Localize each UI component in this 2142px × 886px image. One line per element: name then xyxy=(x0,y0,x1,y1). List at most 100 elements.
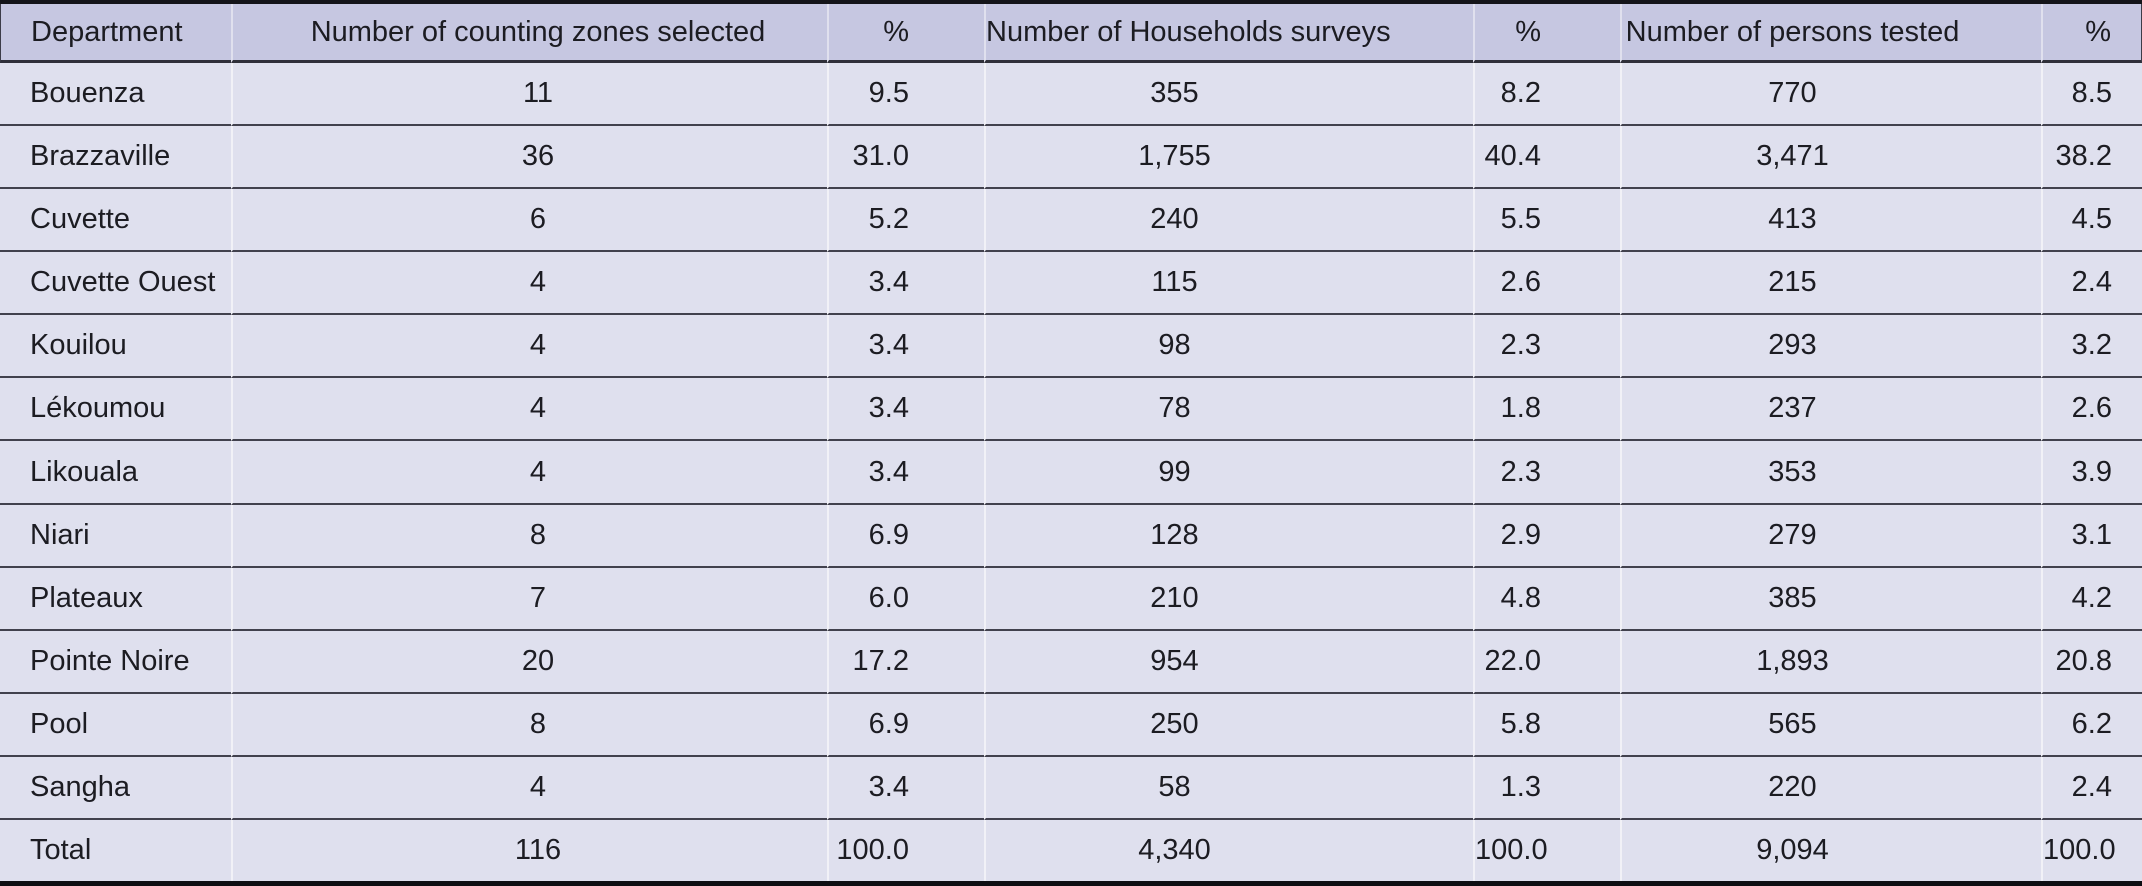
cell-zones: 4 xyxy=(231,252,827,316)
cell-department: Plateaux xyxy=(0,568,231,631)
cell-department: Pool xyxy=(0,694,231,757)
cell-zones: 4 xyxy=(231,378,827,442)
cell-households: 58 xyxy=(984,756,1473,820)
table-row: Cuvette Ouest 4 3.4 115 2.6 215 2.4 xyxy=(0,252,2142,316)
cell-zones-pct: 3.4 xyxy=(827,756,984,820)
cell-zones: 20 xyxy=(231,630,827,694)
cell-households: 954 xyxy=(984,630,1473,694)
cell-persons: 3,471 xyxy=(1620,126,2041,190)
cell-zones: 4 xyxy=(231,441,827,505)
cell-zones: 4 xyxy=(231,315,827,379)
column-header-percent-zones: % xyxy=(827,4,984,63)
cell-households-pct: 40.4 xyxy=(1473,126,1620,190)
cell-households-pct: 2.9 xyxy=(1473,504,1620,568)
cell-households: 240 xyxy=(984,189,1473,253)
cell-department: Bouenza xyxy=(0,63,231,127)
cell-persons: 565 xyxy=(1620,693,2041,757)
cell-department: Kouilou xyxy=(0,315,231,379)
cell-department: Lékoumou xyxy=(0,378,231,442)
cell-persons: 353 xyxy=(1620,441,2041,505)
cell-zones-pct: 6.0 xyxy=(827,567,984,631)
cell-total-zones-pct: 100.0 xyxy=(827,819,984,881)
cell-households: 98 xyxy=(984,315,1473,379)
cell-department: Niari xyxy=(0,505,231,568)
cell-households: 99 xyxy=(984,441,1473,505)
cell-zones-pct: 31.0 xyxy=(827,126,984,190)
cell-households-pct: 1.3 xyxy=(1473,756,1620,820)
cell-department: Pointe Noire xyxy=(0,631,231,694)
table-row: Pointe Noire 20 17.2 954 22.0 1,893 20.8 xyxy=(0,630,2142,694)
cell-total-persons-pct: 100.0 xyxy=(2041,819,2142,881)
cell-zones-pct: 3.4 xyxy=(827,378,984,442)
cell-total-persons: 9,094 xyxy=(1620,819,2041,881)
cell-households-pct: 2.6 xyxy=(1473,252,1620,316)
cell-households-pct: 2.3 xyxy=(1473,441,1620,505)
cell-persons-pct: 6.2 xyxy=(2041,693,2142,757)
cell-persons-pct: 4.5 xyxy=(2041,189,2142,253)
cell-persons-pct: 3.9 xyxy=(2041,441,2142,505)
cell-households-pct: 5.5 xyxy=(1473,189,1620,253)
cell-department: Cuvette xyxy=(0,189,231,253)
cell-total-label: Total xyxy=(30,833,92,866)
cell-households-pct: 2.3 xyxy=(1473,315,1620,379)
cell-households: 355 xyxy=(984,63,1473,127)
cell-households-pct: 4.8 xyxy=(1473,567,1620,631)
column-header-percent-persons: % xyxy=(2041,4,2142,63)
column-header-department: Department xyxy=(0,4,231,63)
cell-households: 115 xyxy=(984,252,1473,316)
column-header-persons-tested: Number of persons tested xyxy=(1620,4,2041,63)
cell-zones: 8 xyxy=(231,504,827,568)
cell-households-pct: 1.8 xyxy=(1473,378,1620,442)
cell-zones-pct: 6.9 xyxy=(827,504,984,568)
cell-persons-pct: 20.8 xyxy=(2041,630,2142,694)
cell-zones-pct: 3.4 xyxy=(827,441,984,505)
cell-households-pct: 5.8 xyxy=(1473,693,1620,757)
cell-persons-pct: 3.1 xyxy=(2041,504,2142,568)
cell-department: Brazzaville xyxy=(0,126,231,190)
cell-households: 1,755 xyxy=(984,126,1473,190)
cell-zones-pct: 3.4 xyxy=(827,252,984,316)
cell-persons: 237 xyxy=(1620,378,2041,442)
column-header-percent-households: % xyxy=(1473,4,1620,63)
cell-zones-pct: 5.2 xyxy=(827,189,984,253)
column-header-households-surveys: Number of Households surveys xyxy=(984,4,1473,63)
cell-persons: 293 xyxy=(1620,315,2041,379)
table-row: Plateaux 7 6.0 210 4.8 385 4.2 xyxy=(0,567,2142,631)
cell-zones-pct: 6.9 xyxy=(827,693,984,757)
cell-zones: 4 xyxy=(231,756,827,820)
table-row: Likouala 4 3.4 99 2.3 353 3.9 xyxy=(0,441,2142,505)
table-row: Brazzaville 36 31.0 1,755 40.4 3,471 38.… xyxy=(0,126,2142,190)
cell-zones-pct: 9.5 xyxy=(827,63,984,127)
cell-persons: 215 xyxy=(1620,252,2041,316)
cell-zones-pct: 3.4 xyxy=(827,315,984,379)
table-row: Pool 8 6.9 250 5.8 565 6.2 xyxy=(0,693,2142,757)
cell-zones: 8 xyxy=(231,693,827,757)
cell-persons-pct: 3.2 xyxy=(2041,315,2142,379)
table-row: Cuvette 6 5.2 240 5.5 413 4.5 xyxy=(0,189,2142,253)
table-row: Lékoumou 4 3.4 78 1.8 237 2.6 xyxy=(0,378,2142,442)
cell-households: 250 xyxy=(984,693,1473,757)
table-row: Niari 8 6.9 128 2.9 279 3.1 xyxy=(0,504,2142,568)
cell-households-pct: 22.0 xyxy=(1473,630,1620,694)
table-row: Kouilou 4 3.4 98 2.3 293 3.2 xyxy=(0,315,2142,379)
cell-persons: 770 xyxy=(1620,63,2041,127)
cell-total-households-pct: 100.0 xyxy=(1473,819,1620,881)
cell-persons-pct: 2.4 xyxy=(2041,756,2142,820)
cell-department: Sangha xyxy=(0,757,231,820)
cell-households: 128 xyxy=(984,504,1473,568)
cell-persons-pct: 2.4 xyxy=(2041,252,2142,316)
cell-persons-pct: 8.5 xyxy=(2041,63,2142,127)
table-row: Sangha 4 3.4 58 1.3 220 2.4 xyxy=(0,756,2142,820)
cell-department: Likouala xyxy=(0,441,231,505)
cell-persons: 1,893 xyxy=(1620,630,2041,694)
cell-total-zones: 116 xyxy=(231,819,827,881)
cell-zones-pct: 17.2 xyxy=(827,630,984,694)
cell-total-households: 4,340 xyxy=(984,819,1473,881)
cell-households: 210 xyxy=(984,567,1473,631)
cell-households: 78 xyxy=(984,378,1473,442)
cell-persons: 413 xyxy=(1620,189,2041,253)
cell-persons: 279 xyxy=(1620,504,2041,568)
cell-zones: 11 xyxy=(231,63,827,127)
cell-persons-pct: 4.2 xyxy=(2041,567,2142,631)
